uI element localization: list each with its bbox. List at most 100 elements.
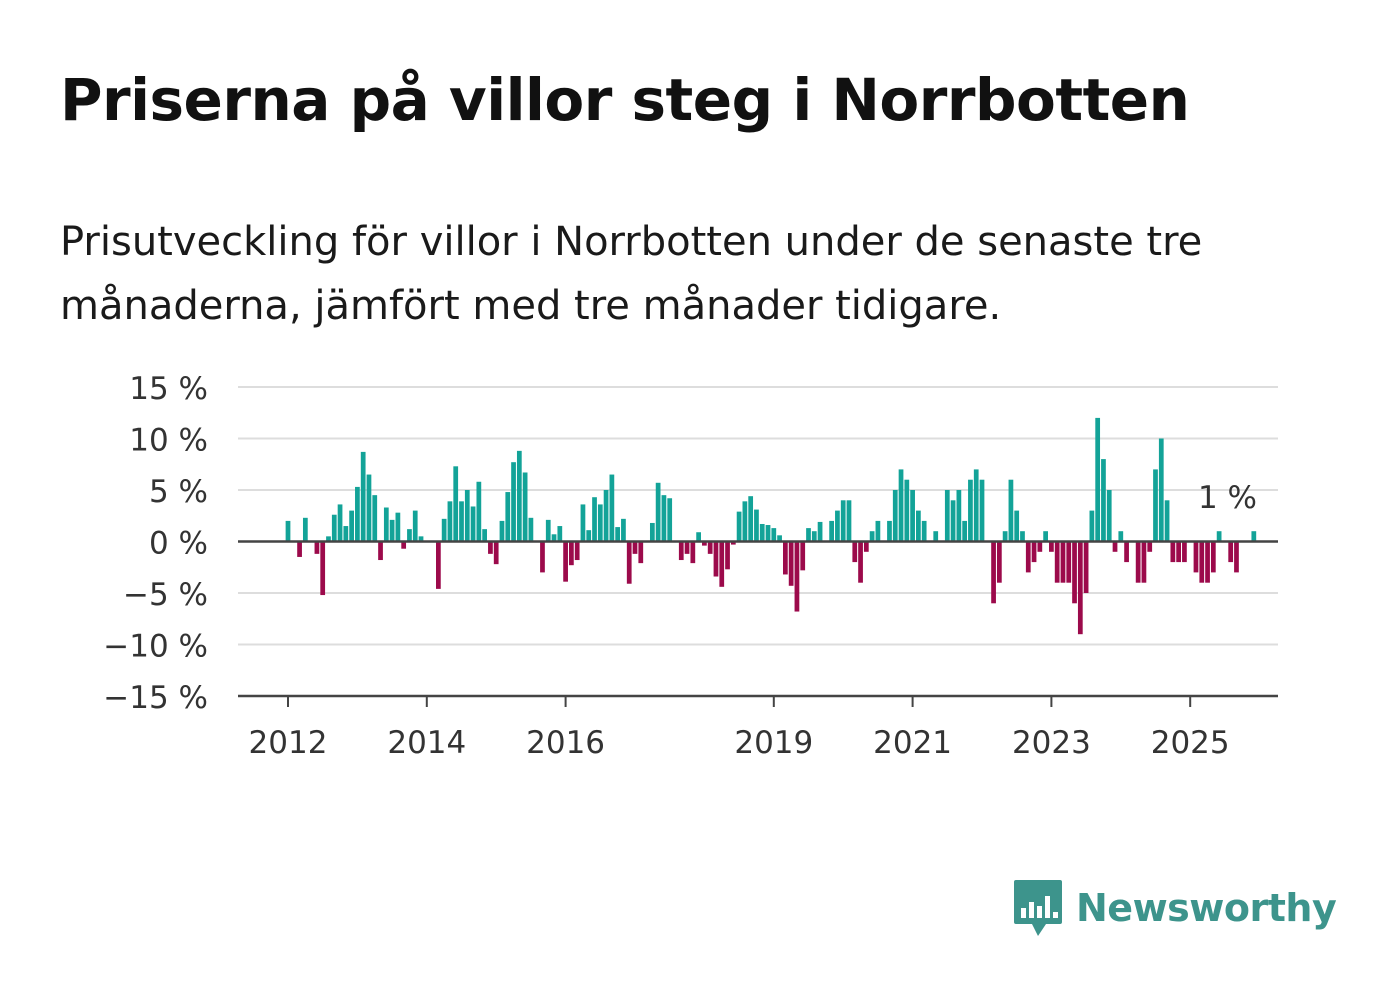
brand-logo-group: Newsworthy bbox=[1012, 878, 1337, 938]
bar-negative bbox=[725, 541, 730, 570]
bar-positive bbox=[285, 520, 291, 542]
bar-positive bbox=[1101, 459, 1106, 542]
bar-negative bbox=[1193, 541, 1199, 573]
y-tick-label: 0 % bbox=[149, 526, 208, 562]
bar-negative bbox=[1049, 541, 1054, 552]
y-tick-label: 10 % bbox=[129, 423, 208, 459]
bar-chart-speech-bubble-icon bbox=[1014, 880, 1062, 936]
bar-negative bbox=[1205, 541, 1210, 583]
y-tick-label: −5 % bbox=[123, 577, 208, 613]
bar-negative bbox=[1228, 541, 1234, 563]
bar-positive bbox=[453, 466, 459, 542]
chart-title: Priserna på villor steg i Norrbotten bbox=[60, 66, 1190, 134]
bar-positive bbox=[511, 462, 516, 542]
bar-negative bbox=[783, 541, 788, 575]
bar-positive bbox=[551, 534, 557, 542]
bar-positive bbox=[366, 474, 372, 542]
bar-positive bbox=[528, 517, 534, 542]
bar-negative bbox=[719, 541, 725, 587]
bar-positive bbox=[545, 519, 551, 542]
bar-positive bbox=[696, 532, 701, 542]
bar-positive bbox=[476, 481, 482, 542]
bar-negative bbox=[1072, 541, 1077, 604]
bar-negative bbox=[320, 541, 326, 596]
bar-positive bbox=[557, 526, 563, 542]
bar-positive bbox=[621, 518, 626, 542]
bar-negative bbox=[378, 541, 383, 561]
x-tick-label: 2023 bbox=[1012, 725, 1091, 761]
bar-positive bbox=[499, 520, 505, 542]
y-tick-label: 5 % bbox=[149, 474, 208, 510]
bar-positive bbox=[835, 510, 840, 542]
y-tick-label: 15 % bbox=[129, 371, 208, 407]
bar-negative bbox=[1176, 541, 1181, 563]
chart-subtitle: Prisutveckling för villor i Norrbotten u… bbox=[60, 219, 1203, 329]
bar-positive bbox=[597, 504, 603, 542]
bar-negative bbox=[730, 541, 736, 545]
bar-positive bbox=[331, 514, 337, 542]
bar-positive bbox=[383, 507, 389, 542]
bar-positive bbox=[609, 474, 615, 542]
bar-positive bbox=[395, 512, 401, 542]
bar-positive bbox=[360, 451, 366, 542]
bar-negative bbox=[858, 541, 863, 583]
bar-negative bbox=[638, 541, 644, 564]
bar-positive bbox=[742, 501, 748, 542]
bar-positive bbox=[447, 501, 453, 542]
bar-positive bbox=[806, 528, 811, 542]
bar-negative bbox=[1199, 541, 1205, 583]
bar-positive bbox=[522, 472, 528, 542]
bar-negative bbox=[678, 541, 684, 561]
bar-positive bbox=[887, 520, 892, 542]
bar-positive bbox=[1020, 531, 1025, 542]
latest-value-annotation: 1 % bbox=[1198, 480, 1257, 516]
y-tick-label: −10 % bbox=[103, 629, 208, 665]
bar-negative bbox=[702, 541, 707, 546]
bar-positive bbox=[904, 479, 910, 542]
bar-negative bbox=[863, 541, 869, 552]
bar-positive bbox=[950, 500, 956, 542]
bar-positive bbox=[1164, 500, 1170, 542]
bar-positive bbox=[898, 469, 904, 542]
bar-negative bbox=[794, 541, 800, 612]
bar-positive bbox=[1158, 438, 1164, 542]
bar-positive bbox=[771, 528, 777, 542]
bar-positive bbox=[1095, 417, 1101, 542]
bar-positive bbox=[355, 486, 360, 542]
bar-negative bbox=[401, 541, 407, 549]
bar-negative bbox=[563, 541, 568, 582]
bar-positive bbox=[464, 490, 470, 542]
bar-positive bbox=[603, 490, 609, 542]
bar-negative bbox=[1060, 541, 1066, 583]
x-tick-label: 2019 bbox=[734, 725, 813, 761]
bar-positive bbox=[736, 511, 742, 542]
bar-positive bbox=[765, 525, 771, 542]
bar-negative bbox=[1147, 541, 1153, 552]
labels: 15 % 10 % 5 % 0 % −5 % −10 % −15 % 2012 2014 2016… bbox=[103, 371, 1257, 761]
x-tick-label: 2021 bbox=[873, 725, 952, 761]
bar-positive bbox=[412, 510, 418, 542]
bar-negative bbox=[436, 541, 441, 589]
bar-positive bbox=[892, 490, 898, 542]
bar-positive bbox=[973, 469, 979, 542]
bar-positive bbox=[1002, 531, 1008, 542]
bar-positive bbox=[811, 531, 817, 542]
bar-positive bbox=[459, 501, 464, 542]
bar-negative bbox=[540, 541, 545, 573]
bar-positive bbox=[875, 520, 881, 542]
bar-positive bbox=[933, 531, 939, 542]
bar-positive bbox=[649, 522, 655, 542]
bar-positive bbox=[869, 531, 875, 542]
bar-negative bbox=[1135, 541, 1141, 583]
bar-negative bbox=[493, 541, 499, 565]
bar-negative bbox=[788, 541, 794, 586]
bar-positive bbox=[615, 527, 621, 542]
bar-positive bbox=[372, 495, 378, 542]
bar-positive bbox=[1043, 531, 1048, 542]
bar-negative bbox=[991, 541, 996, 604]
bar-negative bbox=[1037, 541, 1043, 552]
bar-positive bbox=[516, 450, 522, 542]
bar-negative bbox=[1124, 541, 1129, 563]
bar-negative bbox=[1054, 541, 1060, 583]
